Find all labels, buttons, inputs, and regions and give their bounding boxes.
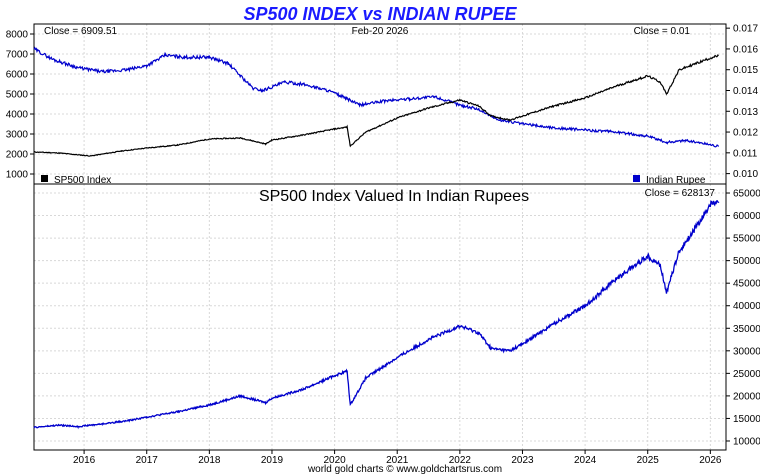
left-tick-label: 1000 — [6, 170, 29, 181]
x-tick-label: 2025 — [637, 455, 660, 466]
left-tick-label: 8000 — [6, 30, 29, 41]
top-gridlines — [34, 24, 726, 184]
right-tick-label: 0.013 — [733, 107, 758, 118]
right-close-label: Close = 0.01 — [634, 26, 691, 37]
left-tick-label: 7000 — [6, 50, 29, 61]
left-tick-label: 2000 — [6, 150, 29, 161]
x-tick-label: 2017 — [136, 455, 159, 466]
legend-label-sp500: SP500 Index — [54, 175, 111, 186]
x-tick-label: 2026 — [699, 455, 722, 466]
bottom-right-tick-label: 45000 — [733, 279, 760, 290]
right-tick-label: 0.010 — [733, 169, 758, 180]
chart-title: SP500 INDEX vs INDIAN RUPEE — [243, 4, 517, 24]
right-tick-label: 0.016 — [733, 44, 758, 55]
x-tick-label: 2018 — [198, 455, 221, 466]
bottom-panel-frame — [33, 183, 727, 451]
right-tick-label: 0.017 — [733, 24, 758, 35]
bottom-close-label: Close = 628137 — [645, 188, 716, 199]
footer-credit: world gold charts © www.goldchartsrus.co… — [307, 464, 502, 475]
bottom-right-tick-label: 50000 — [733, 256, 760, 267]
bottom-right-tick-label: 65000 — [733, 189, 760, 200]
bottom-right-tick-label: 10000 — [733, 436, 760, 447]
right-tick-label: 0.015 — [733, 65, 758, 76]
left-tick-label: 6000 — [6, 70, 29, 81]
bottom-right-tick-label: 15000 — [733, 414, 760, 425]
left-tick-label: 5000 — [6, 90, 29, 101]
x-tick-label: 2021 — [386, 455, 409, 466]
left-tick-label: 3000 — [6, 130, 29, 141]
left-close-label: Close = 6909.51 — [44, 26, 118, 37]
x-tick-label: 2016 — [73, 455, 96, 466]
top-left-axis: 1000 2000 3000 4000 5000 6000 7000 8000 — [6, 30, 34, 181]
bottom-right-tick-label: 60000 — [733, 211, 760, 222]
x-tick-label: 2023 — [511, 455, 534, 466]
right-tick-label: 0.012 — [733, 128, 758, 139]
bottom-right-tick-label: 35000 — [733, 324, 760, 335]
legend-swatch-rupee — [633, 175, 640, 182]
date-label: Feb-20 2026 — [352, 26, 409, 37]
left-tick-label: 4000 — [6, 110, 29, 121]
x-tick-label: 2024 — [574, 455, 597, 466]
top-panel-frame — [33, 23, 727, 185]
bottom-right-tick-label: 20000 — [733, 391, 760, 402]
bottom-right-tick-label: 55000 — [733, 234, 760, 245]
bottom-chart-title: SP500 Index Valued In Indian Rupees — [259, 188, 529, 205]
x-axis: 2016 2017 2018 2019 2020 2021 2022 2023 2024 2025… — [73, 450, 722, 466]
x-tick-label: 2019 — [261, 455, 284, 466]
top-right-axis: 0.010 0.011 0.012 0.013 0.014 0.015 0.016 0.017 — [726, 24, 758, 180]
series-line-indian-rupee — [33, 46, 720, 148]
series-line-sp500-index — [33, 54, 719, 157]
x-tick-label: 2020 — [323, 455, 346, 466]
bottom-right-tick-label: 40000 — [733, 301, 760, 312]
bottom-right-tick-label: 25000 — [733, 369, 760, 380]
bottom-panel: 10000 15000 20000 25000 30000 35000 40000 45000… — [33, 183, 760, 466]
legend-label-rupee: Indian Rupee — [646, 175, 706, 186]
right-tick-label: 0.011 — [733, 148, 758, 159]
bottom-right-tick-label: 30000 — [733, 346, 760, 357]
bottom-right-axis: 10000 15000 20000 25000 30000 35000 40000 45000… — [726, 189, 760, 447]
series-line-sp500-in-rupees — [33, 200, 720, 430]
right-tick-label: 0.014 — [733, 86, 758, 97]
x-tick-label: 2022 — [449, 455, 472, 466]
bottom-gridlines — [34, 184, 726, 450]
legend-swatch-sp500 — [41, 175, 48, 182]
